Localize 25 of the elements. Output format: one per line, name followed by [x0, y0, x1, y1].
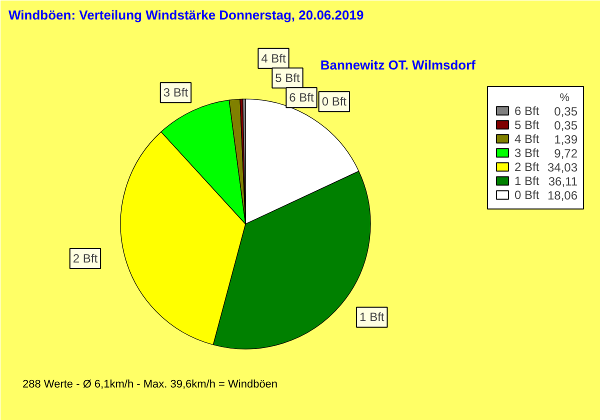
legend-label: 1 Bft	[514, 174, 540, 188]
data-label: 9,72	[554, 146, 578, 160]
chart-title: Windböen: Verteilung Windstärke Donnerstag, 20.06.2019	[8, 8, 364, 22]
legend-label: 4 Bft	[514, 132, 540, 146]
slice-label: 2 Bft	[72, 251, 98, 266]
data-label: 34,03	[547, 160, 578, 174]
data-label: 0,35	[554, 118, 578, 132]
data-label: 18,06	[547, 188, 578, 202]
legend-label: 6 Bft	[514, 104, 540, 118]
legend-label: 2 Bft	[514, 160, 540, 174]
legend-title: %	[560, 92, 570, 104]
data-label: 36,11	[548, 174, 578, 188]
text: 288 Werte - Ø 6,1km/h - Max. 39,6km/h = Windböen	[22, 378, 278, 391]
chart-subtitle: Bannewitz OT. Wilmsdorf	[320, 57, 476, 72]
legend-label: 3 Bft	[514, 146, 540, 160]
category-label: 4 Bft	[261, 51, 286, 66]
slice-label: 1 Bft	[360, 310, 385, 324]
category-label: 6 Bft	[289, 90, 314, 105]
category-label: 5 Bft	[275, 71, 300, 86]
data-label: 0,35	[554, 104, 578, 118]
slice-label: 3 Bft	[163, 86, 189, 100]
data-label: 1,39	[554, 132, 578, 146]
legend-label: 5 Bft	[514, 118, 540, 132]
legend-label: 0 Bft	[514, 188, 540, 202]
slice-label: 0 Bft	[322, 94, 348, 109]
